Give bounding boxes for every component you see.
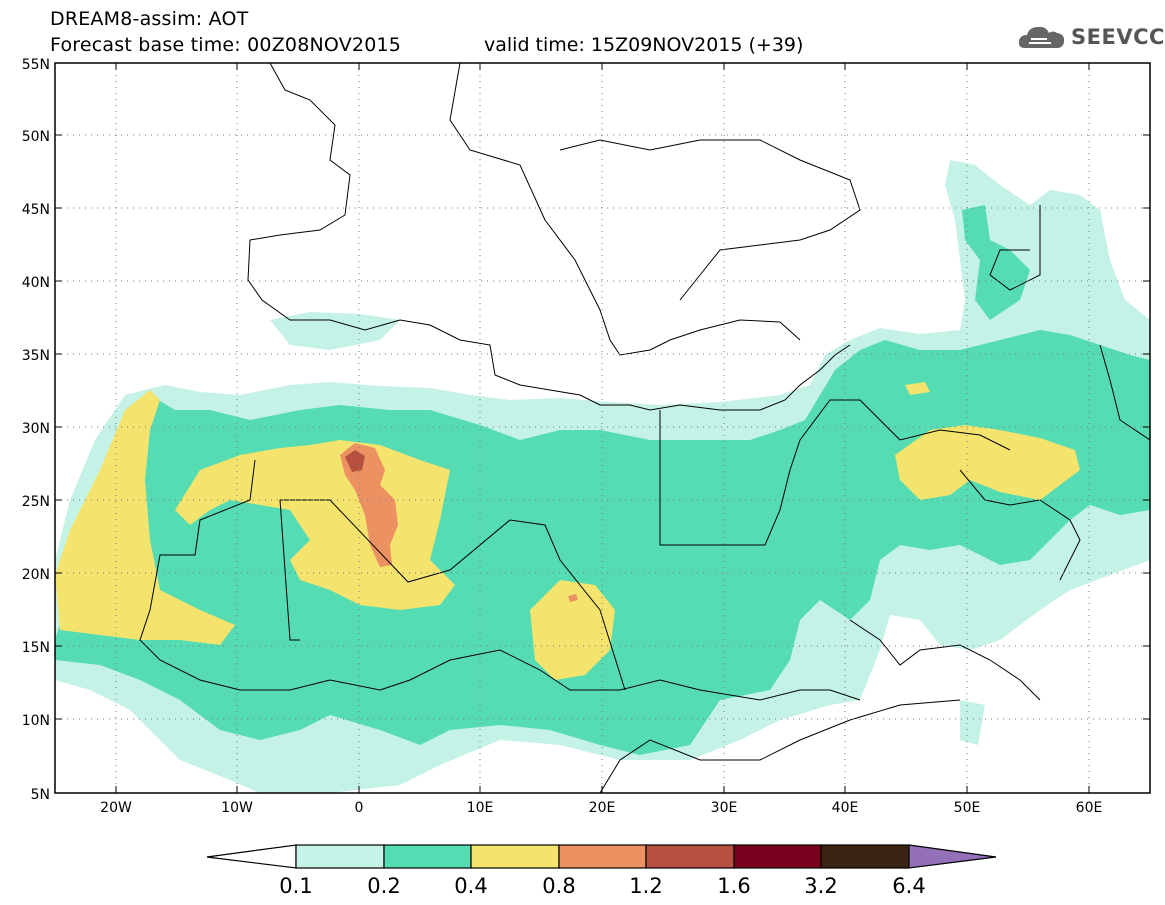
- colorbar-segment: [206, 844, 297, 869]
- axis-ticks: [55, 62, 1150, 794]
- lon-label: 10E: [467, 800, 494, 816]
- colorbar-labels: 0.1 0.2 0.4 0.8 1.2 1.6 3.2 6.4: [279, 874, 925, 898]
- latitude-labels: 55N 50N 45N 40N 35N 30N 25N 20N 15N 10N …: [22, 57, 50, 803]
- aot-field: [55, 63, 1150, 793]
- lat-label: 40N: [22, 275, 50, 291]
- colorbar-label: 0.2: [367, 874, 400, 898]
- lon-label: 60E: [1076, 800, 1103, 816]
- lon-label: 0: [355, 800, 364, 816]
- lat-label: 5N: [31, 787, 50, 803]
- aot-contour-very-high: [340, 443, 578, 602]
- colorbar-segment: [645, 844, 735, 869]
- lat-label: 35N: [22, 348, 50, 364]
- colorbar-label: 0.1: [279, 874, 312, 898]
- lon-label: 20W: [100, 800, 132, 816]
- seevccc-logo: SEEVCCC: [1017, 22, 1165, 52]
- colorbar-segment: [733, 844, 822, 869]
- lon-label: 40E: [832, 800, 859, 816]
- longitude-labels: 20W 10W 0 10E 20E 30E 40E 50E 60E: [100, 800, 1102, 816]
- colorbar-segment: [470, 844, 560, 869]
- lon-label: 10W: [221, 800, 253, 816]
- logo-text: SEEVCCC: [1071, 25, 1165, 49]
- lat-label: 15N: [22, 640, 50, 656]
- map-title: DREAM8-assim: AOT: [50, 8, 249, 30]
- aot-contour-moderate: [55, 205, 1150, 755]
- colorbar-label: 1.6: [717, 874, 750, 898]
- colorbar-label: 0.4: [454, 874, 487, 898]
- aot-contour-high: [55, 382, 1080, 680]
- lat-label: 25N: [22, 494, 50, 510]
- colorbar-segment: [908, 844, 997, 869]
- lat-label: 50N: [22, 129, 50, 145]
- lat-label: 10N: [22, 713, 50, 729]
- lon-label: 30E: [711, 800, 738, 816]
- lat-label: 45N: [22, 202, 50, 218]
- colorbar-label: 1.2: [629, 874, 662, 898]
- colorbar-label: 3.2: [804, 874, 837, 898]
- lon-label: 50E: [954, 800, 981, 816]
- colorbar-segment: [295, 844, 385, 869]
- cloud-icon: [1018, 26, 1065, 48]
- lat-label: 20N: [22, 567, 50, 583]
- lat-label: 55N: [22, 57, 50, 73]
- colorbar-segment: [383, 844, 472, 869]
- colorbar-segment: [558, 844, 647, 869]
- colorbar-segment: [820, 844, 910, 869]
- aot-contour-extreme: [345, 450, 365, 472]
- valid-time: valid time: 15Z09NOV2015 (+39): [484, 34, 804, 56]
- colorbar-label: 6.4: [892, 874, 925, 898]
- lat-label: 30N: [22, 421, 50, 437]
- forecast-base-time: Forecast base time: 00Z08NOV2015: [50, 34, 402, 56]
- colorbar: [206, 844, 997, 869]
- lon-label: 20E: [589, 800, 616, 816]
- colorbar-label: 0.8: [542, 874, 575, 898]
